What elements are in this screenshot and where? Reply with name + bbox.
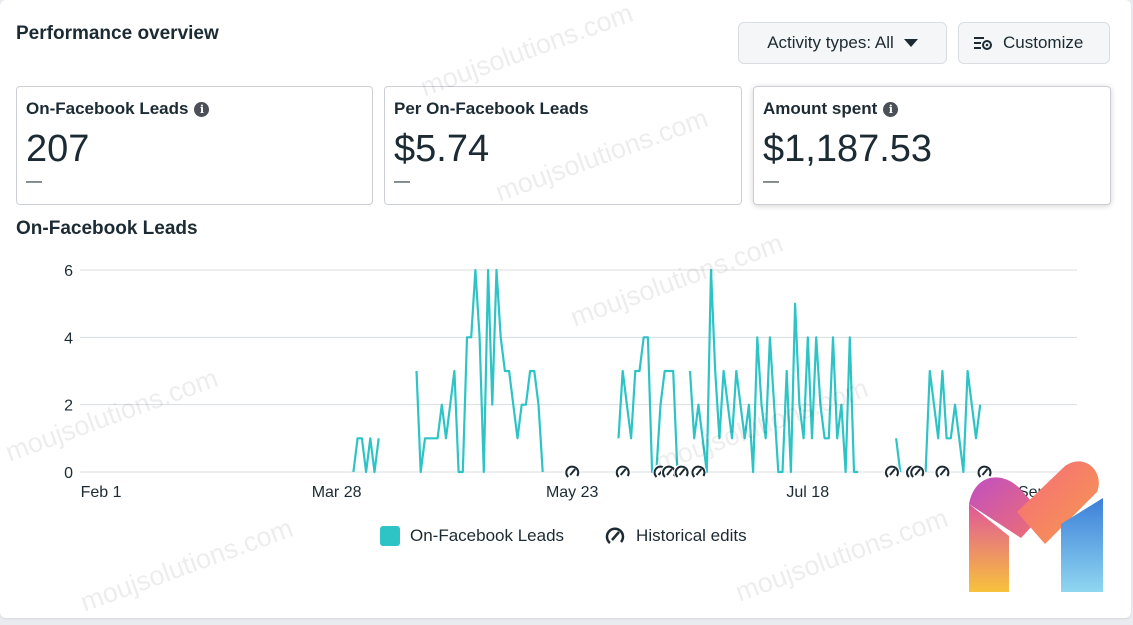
metric-label-row: Per On-Facebook Leads [394, 99, 732, 119]
metric-change: — [394, 173, 410, 190]
info-icon[interactable]: i [194, 101, 210, 117]
metric-value: $1,187.53 [763, 128, 933, 170]
series-line-leads [895, 438, 902, 473]
y-tick-label: 6 [64, 263, 73, 280]
series-line-leads [617, 336, 679, 474]
watermark: moujsolutions.com [731, 502, 952, 608]
historical-edit-needle [939, 468, 947, 476]
historical-edit-needle [619, 468, 627, 476]
historical-edit-needle [678, 468, 686, 476]
historical-edit-icon [910, 465, 925, 478]
metric-value: 207 [26, 128, 90, 170]
y-tick-label: 0 [64, 465, 73, 482]
metric-card-amount-spent[interactable]: Amount spent i $1,187.53 — [753, 86, 1111, 205]
historical-edit-needle [981, 468, 989, 476]
metric-label-row: Amount spent i [763, 99, 1101, 119]
historical-edit-needle [914, 468, 921, 476]
chart-legend: On-Facebook Leads Historical edits [380, 525, 747, 547]
y-tick-label: 4 [64, 330, 73, 347]
customize-button[interactable]: Customize [958, 22, 1110, 64]
metric-change: — [26, 173, 42, 190]
historical-edit-icon [565, 465, 580, 478]
metric-card-cost-per-lead[interactable]: Per On-Facebook Leads $5.74 — [384, 86, 742, 205]
legend-item-edits[interactable]: Historical edits [604, 525, 747, 547]
historical-edit-icon [935, 465, 950, 478]
historical-edit-icon [615, 465, 630, 478]
x-tick-label: Feb 1 [81, 484, 122, 501]
metric-value: $5.74 [394, 128, 490, 170]
legend-label: Historical edits [636, 526, 747, 545]
watermark: moujsolutions.com [76, 512, 297, 618]
series-line-leads [688, 268, 859, 474]
historical-edit-icon [674, 465, 689, 478]
y-tick-label: 2 [64, 398, 73, 415]
x-tick-label: Mar 28 [312, 484, 362, 501]
metric-change: — [763, 173, 779, 190]
historical-edit-icon [885, 465, 899, 478]
series-line-leads [924, 369, 982, 474]
info-icon[interactable]: i [883, 101, 899, 117]
series-line-leads [352, 437, 380, 474]
caret-down-icon [903, 39, 918, 47]
metric-card-leads[interactable]: On-Facebook Leads i 207 — [16, 86, 373, 205]
brand-logo [969, 461, 1103, 592]
historical-edit-needle [889, 468, 896, 476]
x-tick-label: Jul 18 [786, 484, 829, 501]
historical-edits-icon [605, 527, 625, 544]
page-title: Performance overview [16, 23, 219, 44]
customize-label: Customize [1003, 33, 1084, 52]
legend-label: On-Facebook Leads [410, 526, 565, 545]
metric-label: On-Facebook Leads [26, 99, 189, 118]
activity-types-label: Activity types: All [767, 33, 894, 52]
historical-edit-icon [691, 465, 706, 478]
series-line-leads [415, 268, 544, 474]
legend-swatch [380, 526, 400, 546]
historical-edit-needle [666, 468, 673, 476]
legend-item-leads[interactable]: On-Facebook Leads [380, 526, 564, 546]
historical-edit-needle [569, 468, 576, 476]
historical-edit-icon [977, 465, 992, 478]
activity-types-dropdown[interactable]: Activity types: All [738, 22, 947, 64]
historical-edit-needle [695, 468, 703, 476]
customize-icon [974, 37, 992, 50]
chart-title: On-Facebook Leads [16, 218, 198, 239]
metric-label-row: On-Facebook Leads i [26, 99, 363, 119]
x-tick-label: May 23 [546, 484, 599, 501]
metric-label: Per On-Facebook Leads [394, 99, 589, 118]
metric-label: Amount spent [763, 99, 878, 118]
